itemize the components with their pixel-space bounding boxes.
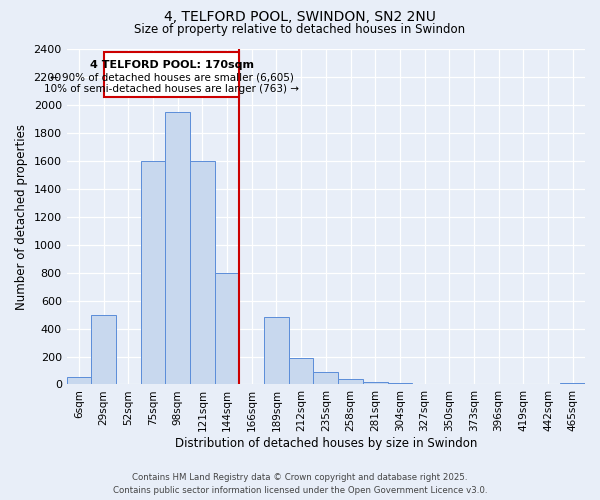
Text: 10% of semi-detached houses are larger (763) →: 10% of semi-detached houses are larger (…	[44, 84, 299, 94]
Text: Contains HM Land Registry data © Crown copyright and database right 2025.
Contai: Contains HM Land Registry data © Crown c…	[113, 474, 487, 495]
Text: Size of property relative to detached houses in Swindon: Size of property relative to detached ho…	[134, 22, 466, 36]
Bar	[190, 161, 215, 384]
Bar	[560, 383, 585, 384]
X-axis label: Distribution of detached houses by size in Swindon: Distribution of detached houses by size …	[175, 437, 477, 450]
Text: 4 TELFORD POOL: 170sqm: 4 TELFORD POOL: 170sqm	[89, 60, 254, 70]
Y-axis label: Number of detached properties: Number of detached properties	[15, 124, 28, 310]
Bar	[67, 377, 91, 384]
Bar	[166, 112, 190, 384]
Bar	[264, 318, 289, 384]
Bar	[313, 372, 338, 384]
Bar	[289, 358, 313, 384]
Bar	[91, 314, 116, 384]
Text: ← 90% of detached houses are smaller (6,605): ← 90% of detached houses are smaller (6,…	[50, 72, 293, 82]
Bar	[141, 161, 166, 384]
Text: 4, TELFORD POOL, SWINDON, SN2 2NU: 4, TELFORD POOL, SWINDON, SN2 2NU	[164, 10, 436, 24]
Bar	[363, 382, 388, 384]
Bar	[104, 52, 239, 96]
Bar	[338, 379, 363, 384]
Bar	[215, 272, 239, 384]
